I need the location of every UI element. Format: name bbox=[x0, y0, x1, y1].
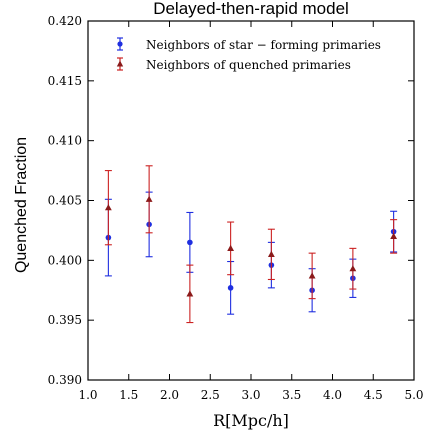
y-tick-label: 0.390 bbox=[48, 373, 82, 387]
y-tick-label: 0.405 bbox=[48, 194, 82, 208]
legend-marker-quenched bbox=[116, 57, 124, 71]
data-marks bbox=[104, 165, 398, 324]
data-point bbox=[227, 285, 234, 291]
legend: Neighbors of star − forming primaries Ne… bbox=[116, 37, 381, 72]
data-point bbox=[267, 250, 275, 257]
data-point bbox=[227, 244, 235, 251]
x-tick-label: 1.5 bbox=[119, 388, 138, 402]
x-tick-label: 3.0 bbox=[241, 388, 260, 402]
x-tick-label: 4.0 bbox=[323, 388, 342, 402]
y-tick-label: 0.420 bbox=[48, 14, 82, 28]
data-point bbox=[104, 204, 112, 211]
y-tick-label: 0.400 bbox=[48, 253, 82, 267]
x-tick-label: 2.0 bbox=[160, 388, 179, 402]
series-1 bbox=[104, 165, 398, 324]
data-point bbox=[187, 239, 193, 246]
y-axis-label: Quenched Fraction bbox=[13, 137, 30, 273]
y-tick-label: 0.395 bbox=[48, 313, 82, 327]
x-axis-ticks: 1.0 1.5 2.0 2.5 3.0 3.5 4.0 4.5 5.0 bbox=[78, 21, 424, 402]
x-tick-label: 5.0 bbox=[404, 388, 423, 402]
x-axis-label: R[Mpc/h] bbox=[213, 411, 289, 430]
x-tick-label: 4.5 bbox=[364, 388, 383, 402]
legend-marker-star-forming bbox=[117, 37, 123, 51]
data-point bbox=[390, 232, 398, 239]
data-point bbox=[145, 195, 153, 202]
y-tick-label: 0.415 bbox=[48, 74, 82, 88]
legend-label-quenched: Neighbors of quenched primaries bbox=[146, 58, 351, 72]
legend-label-star-forming: Neighbors of star − forming primaries bbox=[146, 38, 381, 52]
x-tick-label: 1.0 bbox=[78, 388, 97, 402]
plot-area-border bbox=[87, 20, 415, 381]
data-point bbox=[349, 265, 357, 272]
chart-title: Delayed-then-rapid model bbox=[153, 0, 349, 18]
x-tick-label: 3.5 bbox=[282, 388, 301, 402]
y-tick-label: 0.410 bbox=[48, 134, 82, 148]
y-axis-ticks: 0.390 0.395 0.400 0.405 0.410 0.415 0.420 bbox=[48, 14, 414, 387]
data-point bbox=[308, 272, 316, 279]
plot-frame bbox=[87, 20, 415, 381]
x-tick-label: 2.5 bbox=[201, 388, 220, 402]
data-point bbox=[186, 290, 194, 297]
